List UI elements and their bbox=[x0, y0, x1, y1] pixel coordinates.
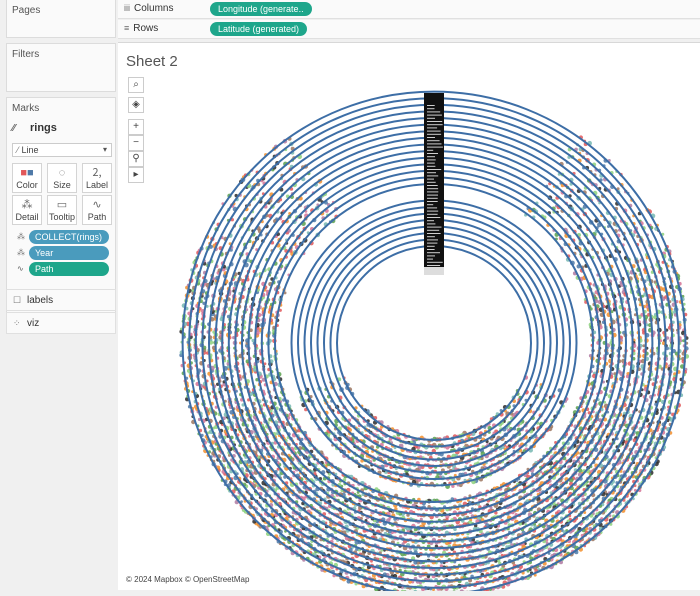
color-button-label: Color bbox=[16, 180, 38, 190]
label-icon: 🄃 bbox=[91, 167, 103, 179]
size-icon: ◌ bbox=[58, 167, 66, 179]
mark-type-dropdown[interactable]: ⁄ Line ▾ bbox=[12, 143, 112, 157]
marks-layer-viz[interactable]: ⁘ viz bbox=[6, 312, 116, 334]
label-button-label: Label bbox=[85, 180, 109, 190]
pill-collect-rings[interactable]: COLLECT(rings) bbox=[29, 230, 109, 244]
marks-layer-labels[interactable]: ☐ labels bbox=[6, 289, 116, 311]
size-button[interactable]: ◌ Size bbox=[47, 163, 77, 193]
columns-shelf[interactable]: iii Columns Longitude (generate.. bbox=[118, 0, 700, 19]
ring-dot bbox=[470, 507, 474, 511]
tooltip-button-label: Tooltip bbox=[48, 212, 75, 222]
ring-dot bbox=[370, 559, 373, 563]
automatic-mark-icon: ⁘ bbox=[13, 317, 21, 328]
rows-label-text: Rows bbox=[133, 23, 159, 34]
ring-dot bbox=[419, 517, 423, 521]
ring-dot bbox=[396, 541, 400, 545]
ring-dot bbox=[450, 497, 454, 501]
ring-dot bbox=[249, 328, 253, 333]
line-icon: ⁄ bbox=[17, 145, 19, 155]
ring-dot bbox=[205, 304, 209, 308]
tooltip-button[interactable]: ▭ Tooltip bbox=[47, 195, 77, 225]
ring-dot bbox=[610, 310, 614, 314]
left-panel: Pages Filters Marks ⁄⁄ rings ⁄ Line ▾ ■■ … bbox=[0, 0, 118, 596]
chevron-down-icon: ▾ bbox=[102, 145, 107, 154]
tooltip-icon: ▭ bbox=[56, 199, 68, 211]
longitude-pill[interactable]: Longitude (generate.. bbox=[210, 2, 312, 16]
ring-dot bbox=[452, 590, 456, 591]
marks-layer-name: rings bbox=[30, 122, 57, 134]
label-button[interactable]: 🄃 Label bbox=[82, 163, 112, 193]
path-icon: ∿ bbox=[17, 264, 24, 273]
ring-dot bbox=[403, 590, 407, 591]
detail-icon: ⁂ bbox=[17, 248, 25, 257]
ring-dot bbox=[613, 372, 617, 376]
ring-dot bbox=[466, 532, 470, 536]
ring-dot bbox=[263, 362, 267, 366]
ring-dot bbox=[679, 339, 683, 343]
columns-icon: iii bbox=[124, 3, 130, 13]
marks-title: Marks bbox=[12, 103, 40, 114]
ring-dot bbox=[453, 473, 457, 477]
ring-dot bbox=[439, 459, 443, 463]
pages-title: Pages bbox=[12, 5, 41, 16]
pill-path[interactable]: Path bbox=[29, 262, 109, 276]
ring-map-viz[interactable] bbox=[118, 43, 700, 591]
columns-label-text: Columns bbox=[134, 3, 174, 14]
color-button[interactable]: ■■ Color bbox=[12, 163, 42, 193]
ring-dot bbox=[401, 589, 404, 591]
path-icon: ∿ bbox=[92, 199, 102, 211]
ring-dot bbox=[659, 339, 663, 342]
rows-label: ≡ Rows bbox=[124, 23, 158, 34]
ring-dot bbox=[398, 568, 402, 572]
ring-dot bbox=[459, 589, 464, 591]
ring-dot bbox=[413, 589, 418, 591]
detail-button[interactable]: ⁂ Detail bbox=[12, 195, 42, 225]
marks-card: Marks ⁄⁄ rings ⁄ Line ▾ ■■ Color ◌ Size 🄃… bbox=[6, 97, 116, 333]
rows-shelf[interactable]: ≡ Rows Latitude (generated) bbox=[118, 20, 700, 39]
detail-icon: ⁂ bbox=[21, 199, 33, 211]
rows-icon: ≡ bbox=[124, 23, 130, 33]
columns-label: iii Columns bbox=[124, 3, 173, 14]
ring-dot bbox=[434, 544, 439, 548]
latitude-pill[interactable]: Latitude (generated) bbox=[210, 22, 308, 36]
ring-dot bbox=[249, 336, 253, 340]
ring-dot bbox=[439, 564, 444, 568]
path-button-label: Path bbox=[87, 212, 107, 222]
detail-icon: ⁂ bbox=[17, 232, 25, 241]
pages-shelf[interactable]: Pages bbox=[6, 0, 116, 38]
filters-title: Filters bbox=[12, 49, 40, 60]
ring-dot bbox=[682, 339, 685, 343]
ring-dot bbox=[251, 338, 256, 343]
ring-dot bbox=[232, 286, 236, 290]
mark-type-value: Line bbox=[21, 145, 39, 155]
ring-dot bbox=[642, 344, 646, 348]
ring-dot bbox=[373, 556, 377, 560]
ring-dot bbox=[256, 356, 260, 361]
ring-dot bbox=[460, 576, 464, 580]
path-button[interactable]: ∿ Path bbox=[82, 195, 112, 225]
ring-dot bbox=[603, 400, 607, 404]
sheet-canvas[interactable]: Sheet 2 ⌕ ◈ + − ⚲ ▸ © 2024 Mapbox © Open… bbox=[118, 42, 700, 591]
square-icon: ☐ bbox=[13, 294, 22, 305]
pill-year[interactable]: Year bbox=[29, 246, 109, 260]
filters-shelf[interactable]: Filters bbox=[6, 43, 116, 92]
ring-dot bbox=[466, 498, 470, 502]
ring-dot bbox=[468, 494, 472, 498]
marks-layer-rings[interactable]: ⁄⁄ rings bbox=[12, 122, 57, 134]
ring-dot bbox=[432, 588, 435, 591]
layer-labels-name: labels bbox=[27, 294, 54, 306]
detail-button-label: Detail bbox=[15, 212, 39, 222]
color-icon: ■■ bbox=[20, 167, 34, 179]
layer-viz-name: viz bbox=[27, 317, 40, 329]
ring-dot bbox=[678, 320, 682, 324]
ring-dot bbox=[633, 313, 637, 317]
ring-dot bbox=[380, 548, 384, 552]
ring-dot bbox=[401, 542, 405, 546]
line-mark-icon: ⁄⁄ bbox=[12, 122, 16, 134]
size-button-label: Size bbox=[53, 180, 71, 190]
